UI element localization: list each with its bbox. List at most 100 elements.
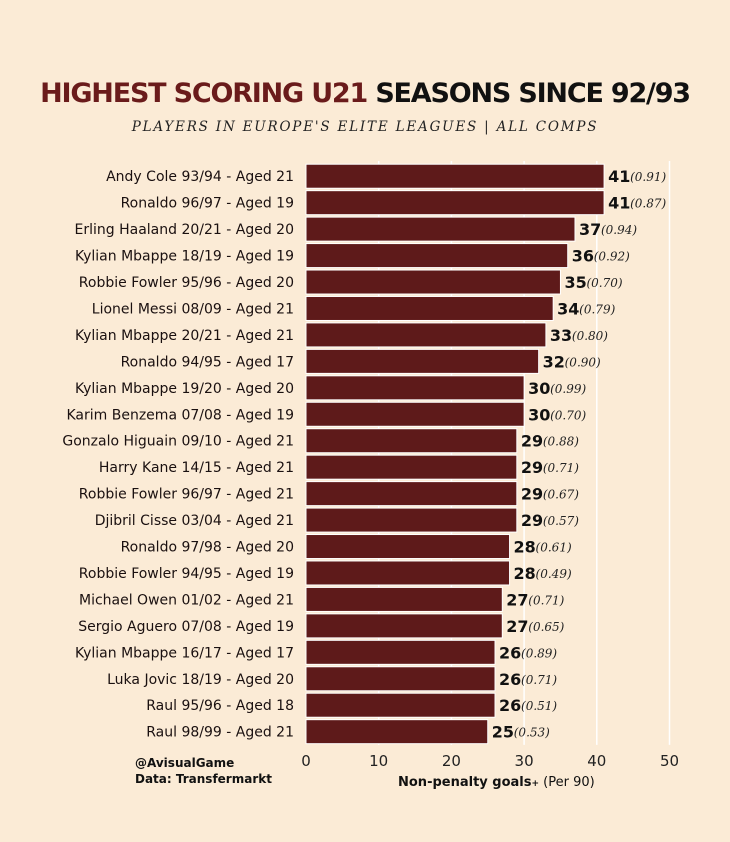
value-label: 34 [557,299,579,318]
bar [305,216,576,242]
category-label: Ronaldo 94/95 - Aged 17 [121,354,294,370]
bar [305,243,569,269]
category-label: Luka Jovic 18/19 - Aged 20 [107,672,294,688]
chart-title: HIGHEST SCORING U21 SEASONS SINCE 92/93 [0,78,730,109]
per90-label: (0.94) [601,223,637,237]
value-label: 27 [506,617,528,636]
category-label: Michael Owen 01/02 - Aged 21 [79,592,294,608]
x-tick-label: 30 [515,752,534,770]
value-label: 35 [564,273,586,292]
bar [305,534,511,560]
category-label: Kylian Mbappe 18/19 - Aged 19 [75,249,294,265]
bar [305,507,518,533]
bar [305,481,518,507]
category-label: Djibril Cisse 03/04 - Aged 21 [95,513,294,529]
category-label: Sergio Aguero 07/08 - Aged 19 [78,619,294,635]
category-label: Harry Kane 14/15 - Aged 21 [99,460,294,476]
per90-label: (0.80) [572,329,608,343]
value-label: 29 [521,485,543,504]
value-label: 36 [572,247,594,266]
bar [305,428,518,454]
value-label: 29 [521,432,543,451]
bar [305,295,554,321]
per90-label: (0.51) [521,699,557,713]
value-label: 29 [521,511,543,530]
value-label: 37 [579,220,601,239]
per90-label: (0.57) [543,514,579,528]
value-label: 41 [608,167,630,186]
category-label: Ronaldo 96/97 - Aged 19 [121,196,294,212]
x-tick-label: 0 [301,752,311,770]
x-axis-title-secondary: (Per 90) [539,775,595,790]
value-label: 28 [514,564,536,583]
title-rest: SEASONS SINCE 92/93 [375,78,691,109]
bar [305,639,496,665]
value-label: 27 [506,590,528,609]
category-label: Karim Benzema 07/08 - Aged 19 [67,407,295,423]
per90-label: (0.70) [550,408,586,422]
value-label: 30 [528,379,550,398]
value-label: 26 [499,670,521,689]
bar [305,692,496,718]
per90-label: (0.99) [550,382,586,396]
x-axis-title: Non-penalty goals+ (Per 90) [398,775,595,790]
per90-label: (0.70) [586,276,622,290]
value-label: 26 [499,696,521,715]
category-label: Erling Haaland 20/21 - Aged 20 [75,222,294,238]
value-label: 28 [514,538,536,557]
per90-label: (0.71) [528,593,564,607]
value-label: 30 [528,405,550,424]
bar [305,269,561,295]
bar [305,719,489,745]
per90-label: (0.79) [579,302,615,316]
category-label: Raul 98/99 - Aged 21 [146,725,294,741]
x-tick-label: 20 [442,752,461,770]
category-label: Gonzalo Higuain 09/10 - Aged 21 [62,434,294,450]
bar [305,613,503,639]
value-label: 41 [608,194,630,213]
per90-label: (0.53) [514,726,550,740]
category-label: Lionel Messi 08/09 - Aged 21 [92,301,294,317]
category-label: Robbie Fowler 96/97 - Aged 21 [79,487,294,503]
per90-label: (0.67) [543,488,579,502]
value-label: 33 [550,326,572,345]
per90-label: (0.88) [543,435,579,449]
title-highlight: HIGHEST SCORING U21 [40,78,368,109]
per90-label: (0.92) [594,250,630,264]
category-label: Robbie Fowler 95/96 - Aged 20 [79,275,294,291]
bar [305,454,518,480]
per90-label: (0.61) [536,541,572,555]
bar [305,163,605,189]
per90-label: (0.71) [521,673,557,687]
bar [305,348,540,374]
x-tick-label: 40 [587,752,606,770]
category-label: Andy Cole 93/94 - Aged 21 [106,169,294,185]
category-label: Raul 95/96 - Aged 18 [146,698,294,714]
credit-source: Data: Transfermarkt [135,772,272,786]
per90-label: (0.65) [528,620,564,634]
x-axis-title-main: Non-penalty goals [398,775,532,790]
per90-label: (0.91) [630,170,666,184]
per90-label: (0.87) [630,197,666,211]
category-label: Robbie Fowler 94/95 - Aged 19 [79,566,294,582]
category-label: Kylian Mbappe 19/20 - Aged 20 [75,381,294,397]
bar [305,322,547,348]
x-axis-title-suffix: + [531,779,540,789]
bar [305,586,503,612]
bar [305,401,525,427]
per90-label: (0.89) [521,646,557,660]
x-tick-label: 10 [369,752,388,770]
bar [305,190,605,216]
value-label: 29 [521,458,543,477]
category-label: Kylian Mbappe 16/17 - Aged 17 [75,645,294,661]
per90-label: (0.49) [536,567,572,581]
credit-handle: @AvisualGame [135,756,235,770]
bar [305,560,511,586]
per90-label: (0.71) [543,461,579,475]
value-label: 32 [543,352,565,371]
category-label: Kylian Mbappe 20/21 - Aged 21 [75,328,294,344]
chart-subtitle: PLAYERS IN EUROPE'S ELITE LEAGUES | ALL … [131,119,599,135]
value-label: 26 [499,643,521,662]
category-label: Ronaldo 97/98 - Aged 20 [121,540,294,556]
